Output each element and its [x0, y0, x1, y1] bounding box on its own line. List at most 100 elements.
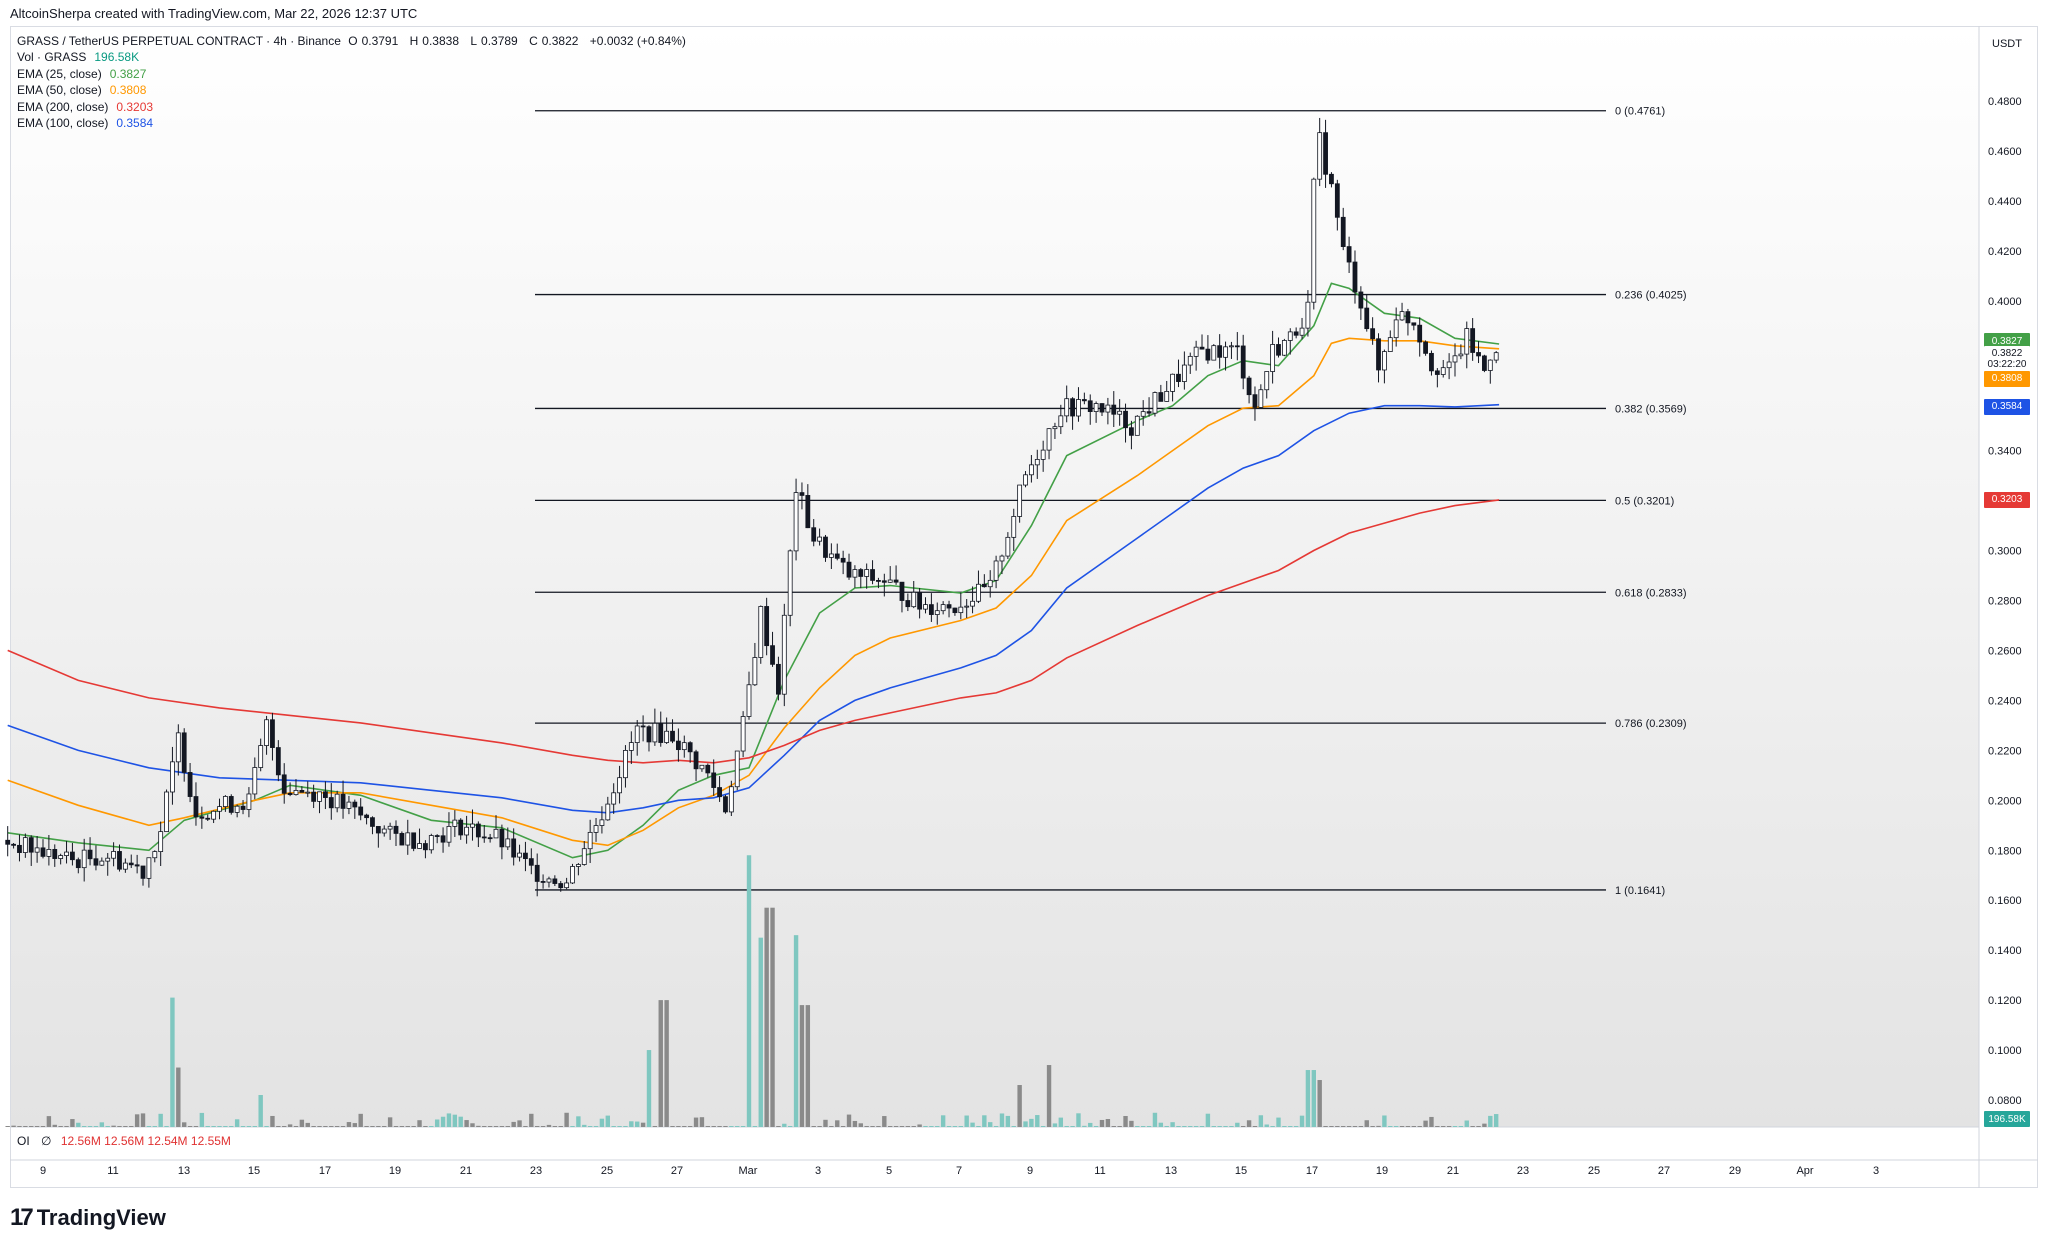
volume-bar [882, 1116, 887, 1127]
price-tick-label: 0.2600 [1988, 645, 2022, 657]
volume-bar [399, 1126, 405, 1127]
volume-bar [323, 1126, 328, 1127]
volume-bar [1358, 1126, 1364, 1127]
time-tick-label: 15 [1235, 1165, 1247, 1177]
volume-bar [1193, 1126, 1199, 1127]
candle-down [805, 495, 811, 529]
candle-down [358, 806, 364, 816]
indicator-value: 0.3808 [109, 83, 147, 97]
candle-down [1323, 132, 1328, 175]
indicator-name: EMA (200, close) [17, 99, 109, 114]
candle-up [752, 657, 758, 686]
volume-bar [270, 1115, 275, 1127]
volume-bar [1170, 1122, 1175, 1127]
indicator-legend-row[interactable]: EMA (100, close) 0.3584 [17, 115, 157, 131]
volume-bar [358, 1113, 363, 1127]
candle-up [64, 851, 69, 856]
candle-up [505, 838, 511, 848]
volume-bar [1070, 1126, 1075, 1127]
time-tick-label: 9 [40, 1165, 46, 1177]
ohlc-open: O 0.3791 [348, 34, 399, 48]
volume-bar [140, 1113, 146, 1127]
candle-down [834, 553, 840, 559]
fib-level-label: 0.618 (0.2833) [1615, 587, 1687, 599]
volume-bar [864, 1126, 869, 1127]
volume-bar [252, 1126, 257, 1127]
volume-bar [458, 1116, 463, 1127]
candle-up [1264, 371, 1270, 391]
candle-up [1317, 132, 1323, 180]
candle-up [246, 793, 252, 810]
candle-up [605, 803, 611, 821]
volume-bar [1176, 1126, 1181, 1127]
volume-bar [1493, 1114, 1499, 1127]
volume-bar [52, 1124, 57, 1127]
price-tag-text: 0.3822 [1991, 348, 2023, 360]
tradingview-logo[interactable]: 17 TradingView [10, 1204, 166, 1232]
indicator-legend-row[interactable]: EMA (50, close) 0.3808 [17, 82, 150, 98]
indicator-legend-row[interactable]: Vol · GRASS 196.58K [17, 49, 143, 65]
candle-up [1281, 340, 1287, 356]
candle-down [423, 843, 428, 851]
candle-down [487, 837, 493, 840]
candle-down [228, 796, 234, 813]
currency-unit-button[interactable]: USDT [1992, 38, 2022, 50]
candle-up [1387, 337, 1393, 352]
candle-up [1487, 359, 1493, 371]
candle-down [893, 579, 899, 583]
symbol-legend[interactable]: GRASS / TetherUS PERPETUAL CONTRACT · 4h… [17, 33, 690, 49]
price-tick-label: 0.1400 [1988, 945, 2022, 957]
oi-indicator-row[interactable]: OI ∅ 12.56M 12.56M 12.54M 12.55M [17, 1134, 231, 1148]
volume-bar [223, 1126, 228, 1127]
volume-bar [670, 1126, 675, 1127]
candle-up [1140, 411, 1146, 417]
candle-down [28, 837, 34, 853]
candle-down [411, 832, 417, 849]
time-tick-label: 19 [1376, 1165, 1388, 1177]
ema50-tag: 0.3808 [1984, 370, 2030, 387]
volume-bar [1088, 1122, 1093, 1127]
volume-bar [823, 1119, 828, 1127]
candle-up [334, 793, 340, 809]
indicator-legend-row[interactable]: EMA (200, close) 0.3203 [17, 99, 157, 115]
volume-bar [1464, 1120, 1469, 1127]
candle-down [299, 790, 305, 793]
volume-bar [217, 1126, 222, 1127]
volume-bar [1188, 1126, 1193, 1127]
volume-bar [46, 1116, 52, 1127]
volume-bar [317, 1126, 322, 1127]
candle-up [1076, 399, 1081, 417]
candle-up [1382, 351, 1387, 371]
candle-down [52, 849, 58, 859]
candle-down [917, 591, 923, 610]
candle-down [552, 878, 558, 884]
candle-up [417, 843, 422, 849]
candle-up [1452, 355, 1458, 363]
volume-bar [417, 1120, 422, 1127]
volume-bar [687, 1126, 693, 1127]
candle-down [240, 805, 246, 810]
candle-down [322, 791, 328, 798]
price-tick-label: 0.3000 [1988, 546, 2022, 558]
candle-down [723, 796, 728, 813]
candle-up [852, 569, 858, 578]
candle-down [75, 859, 81, 869]
candle-down [1087, 400, 1093, 412]
indicator-value: 196.58K [94, 50, 140, 64]
candle-down [1405, 311, 1411, 324]
candle-down [1129, 427, 1134, 436]
candle-up [493, 828, 499, 839]
candle-up [1223, 346, 1228, 358]
candle-down [523, 852, 528, 860]
symbol-title[interactable]: GRASS / TetherUS PERPETUAL CONTRACT · 4h… [17, 34, 341, 48]
candle-up [623, 750, 628, 779]
candle-up [787, 550, 793, 616]
volume-bar [11, 1125, 16, 1127]
volume-bar [152, 1126, 157, 1127]
indicator-legend-row[interactable]: EMA (25, close) 0.3827 [17, 66, 150, 82]
price-tick-label: 0.1800 [1988, 845, 2022, 857]
candle-down [1276, 344, 1281, 356]
time-tick-label: 17 [1306, 1165, 1318, 1177]
volume-bar [840, 1126, 846, 1127]
